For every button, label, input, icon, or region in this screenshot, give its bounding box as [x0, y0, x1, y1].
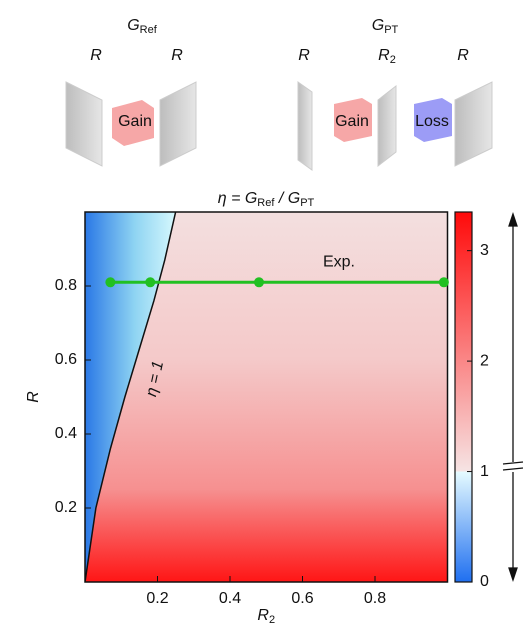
text-part: G	[372, 17, 384, 34]
colorbar	[455, 212, 472, 582]
gain-label: Gain	[335, 113, 369, 130]
subscript: 2	[390, 54, 396, 66]
mirror-label: R	[457, 47, 469, 64]
diagram-label: GPT	[372, 17, 399, 36]
text-part: R	[378, 47, 390, 64]
exp-point	[105, 277, 115, 287]
mirror-label: R	[298, 47, 310, 64]
text-part: R	[257, 607, 269, 624]
text-part: G	[127, 17, 139, 34]
x-tick-label: 0.2	[146, 590, 168, 607]
y-tick-label: 0.4	[55, 425, 77, 442]
colorbar-tick-label: 2	[480, 352, 489, 369]
colorbar-tick-label: 1	[480, 463, 489, 480]
x-tick-label: 0.4	[219, 590, 241, 607]
mirror-label: R	[171, 47, 183, 64]
x-tick-label: 0.8	[364, 590, 386, 607]
x-tick-label: 0.6	[291, 590, 313, 607]
exp-point	[254, 277, 264, 287]
colorbar-tick-label: 3	[480, 242, 489, 259]
pt-diagram: Gain Loss GPT R R2 R	[298, 17, 492, 170]
gain-label: Gain	[118, 113, 152, 130]
subscript: PT	[300, 197, 314, 209]
subscript: 2	[269, 614, 275, 626]
subscript: PT	[384, 24, 398, 36]
subscript: Ref	[257, 197, 275, 209]
exp-point	[145, 277, 155, 287]
series-label: Exp.	[323, 254, 355, 271]
text-part: / G	[274, 190, 300, 207]
figure: Gain GRef R R Gain Loss GPT R R2 R η = 1…	[0, 0, 524, 631]
y-tick-label: 0.8	[55, 277, 77, 294]
text-part: η = G	[218, 190, 258, 207]
x-axis-label: R2	[257, 607, 275, 626]
loss-label: Loss	[415, 113, 449, 130]
y-tick-label: 0.2	[55, 499, 77, 516]
y-axis-label: R	[25, 391, 42, 403]
mirror-label: R2	[378, 47, 396, 66]
exp-point	[439, 277, 449, 287]
scale-arrows	[503, 214, 523, 580]
mirror-label: R	[90, 47, 102, 64]
chart-title: η = GRef / GPT	[218, 190, 315, 209]
subscript: Ref	[140, 24, 158, 36]
ref-diagram: Gain GRef R R	[66, 17, 196, 166]
colorbar-tick-label: 0	[480, 573, 489, 590]
diagram-label: GRef	[127, 17, 158, 36]
y-tick-label: 0.6	[55, 351, 77, 368]
